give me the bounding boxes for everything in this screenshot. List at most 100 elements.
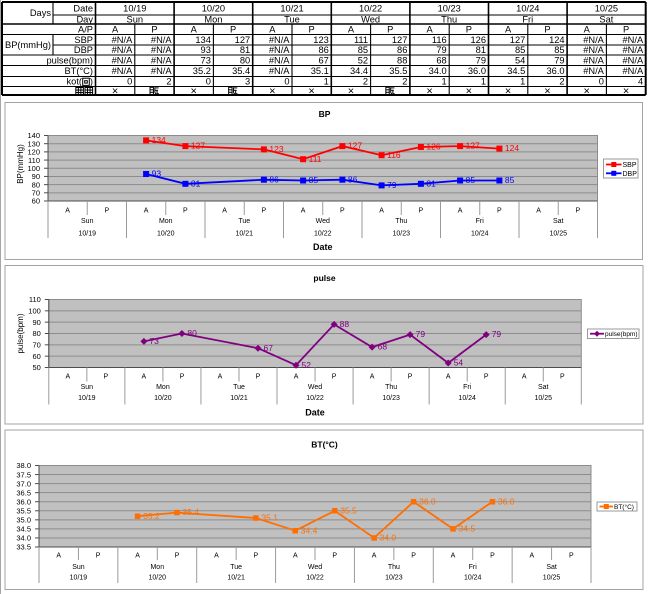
svg-text:P: P [466,24,472,34]
svg-text:35.4: 35.4 [183,507,200,517]
svg-text:127: 127 [510,35,526,45]
svg-text:4: 4 [638,77,643,87]
svg-text:A: A [269,24,276,34]
svg-text:Sat: Sat [538,384,549,391]
svg-text:10/21: 10/21 [230,395,248,402]
svg-text:70: 70 [32,189,40,198]
svg-text:Fri: Fri [522,15,533,25]
svg-text:10/22: 10/22 [306,395,324,402]
svg-text:10/24: 10/24 [458,395,476,402]
svg-text:P: P [340,208,345,215]
svg-text:73: 73 [201,55,211,65]
svg-text:1: 1 [481,77,486,87]
svg-text:35.5: 35.5 [16,506,31,515]
svg-text:Wed: Wed [308,384,322,391]
svg-text:10/19: 10/19 [78,231,96,238]
svg-text:A: A [218,374,223,381]
svg-text:134: 134 [195,35,211,45]
svg-text:Tue: Tue [230,564,242,571]
svg-text:85: 85 [358,45,368,55]
svg-text:68: 68 [436,55,446,65]
svg-text:P: P [262,208,267,215]
svg-text:79: 79 [492,329,502,339]
svg-text:10/21: 10/21 [235,231,253,238]
svg-text:P: P [332,374,337,381]
svg-text:P: P [151,24,157,34]
svg-text:34.0: 34.0 [16,534,31,543]
svg-text:100: 100 [27,164,40,173]
svg-text:85: 85 [309,175,319,185]
svg-text:10/24: 10/24 [471,231,489,238]
svg-text:pulse(bpm): pulse(bpm) [16,313,25,353]
svg-text:54: 54 [454,358,464,368]
svg-text:A: A [458,208,463,215]
svg-text:10/19: 10/19 [123,4,146,14]
svg-text:10/19: 10/19 [70,575,88,582]
svg-text:A: A [293,553,298,560]
svg-text:P: P [560,374,565,381]
svg-text:Wed: Wed [361,15,380,25]
svg-text:P: P [104,374,109,381]
svg-text:Day: Day [76,15,93,25]
svg-text:34.4: 34.4 [350,66,368,76]
svg-text:#N/A: #N/A [151,45,172,55]
svg-text:×: × [584,85,590,97]
svg-text:BT(°C): BT(°C) [64,66,93,76]
svg-text:BT(°C): BT(°C) [311,440,338,450]
svg-text:A: A [505,24,512,34]
svg-text:DBP: DBP [623,171,638,178]
svg-text:A/P: A/P [78,24,93,34]
svg-text:P: P [411,553,416,560]
svg-text:116: 116 [432,35,447,45]
svg-text:2: 2 [559,77,564,87]
svg-text:#N/A: #N/A [583,45,604,55]
svg-text:67: 67 [264,343,274,353]
svg-text:×: × [191,85,197,97]
svg-text:111: 111 [354,35,368,45]
svg-text:A: A [522,374,527,381]
svg-text:A: A [584,24,591,34]
svg-text:36.0: 36.0 [16,497,31,506]
svg-text:50: 50 [32,363,40,372]
svg-text:Wed: Wed [308,564,322,571]
svg-text:#N/A: #N/A [269,55,290,65]
svg-text:Tue: Tue [238,218,250,225]
svg-text:110: 110 [28,156,40,165]
svg-text:10/24: 10/24 [464,575,482,582]
svg-text:#N/A: #N/A [623,66,644,76]
svg-text:P: P [309,24,315,34]
svg-text:52: 52 [302,360,312,370]
svg-text:85: 85 [554,45,564,55]
svg-text:#N/A: #N/A [623,55,644,65]
svg-text:86: 86 [348,174,358,184]
svg-text:P: P [484,374,489,381]
svg-text:36.0: 36.0 [468,66,486,76]
svg-text:79: 79 [554,55,564,65]
svg-text:Tue: Tue [233,384,245,391]
svg-text:35.5: 35.5 [389,66,407,76]
svg-text:#N/A: #N/A [112,35,133,45]
svg-text:70: 70 [32,341,40,350]
svg-text:36.5: 36.5 [16,488,31,497]
svg-text:P: P [183,208,188,215]
svg-text:P: P [96,553,101,560]
svg-text:134: 134 [152,135,166,145]
svg-text:35.0: 35.0 [16,516,31,525]
svg-text:37.5: 37.5 [16,470,31,479]
svg-text:85: 85 [466,175,476,185]
svg-text:#N/A: #N/A [151,35,172,45]
svg-text:10/23: 10/23 [438,4,461,14]
svg-text:67: 67 [318,55,328,65]
svg-text:×: × [544,85,550,97]
svg-text:A: A [379,208,384,215]
svg-text:×: × [269,85,275,97]
svg-text:#N/A: #N/A [623,35,644,45]
svg-text:P: P [419,208,424,215]
svg-text:Thu: Thu [385,384,397,391]
svg-text:10/23: 10/23 [382,395,400,402]
svg-text:BP(mmHg): BP(mmHg) [16,144,25,184]
svg-text:Wed: Wed [316,218,330,225]
svg-text:36.0: 36.0 [546,66,564,76]
svg-text:81: 81 [191,178,201,188]
svg-text:P: P [408,374,413,381]
